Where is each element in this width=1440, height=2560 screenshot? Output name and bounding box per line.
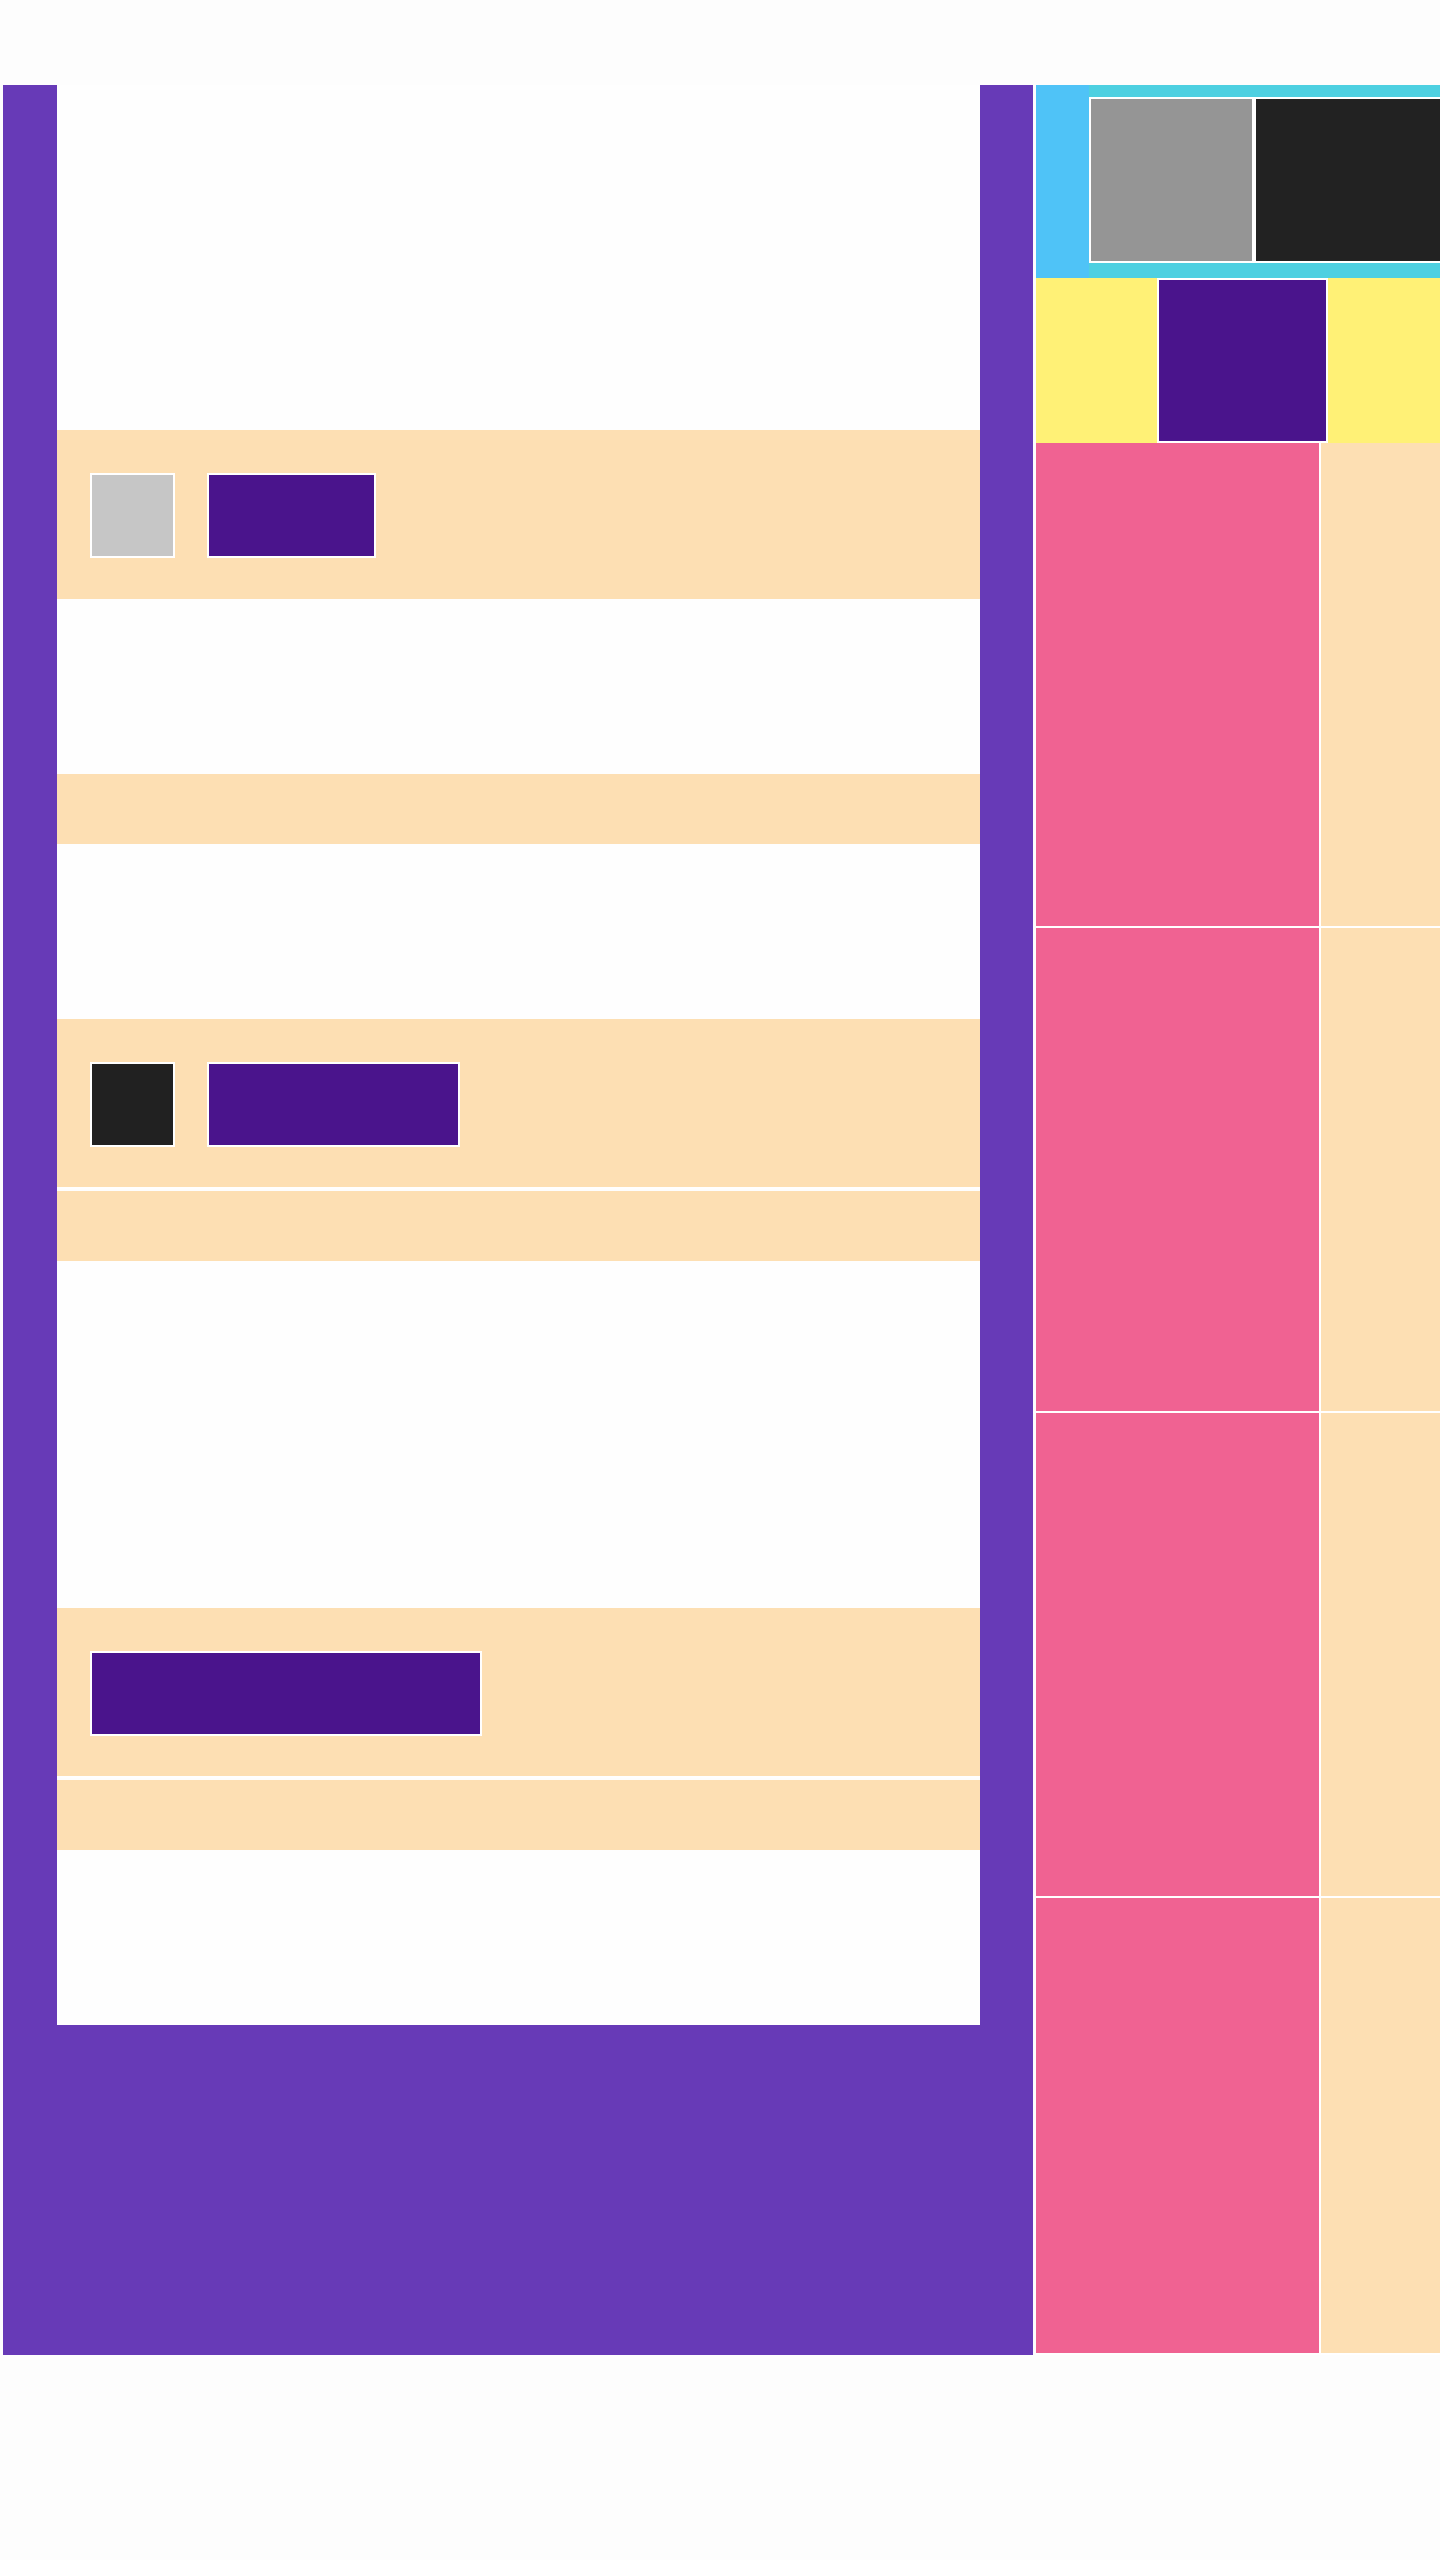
media-tile-image[interactable] [1089,97,1254,263]
section-header-3[interactable] [57,1608,980,1778]
side-menu-button[interactable] [1036,85,1089,278]
media-strip [1089,85,1440,278]
side-card-strip [1321,1413,1440,1898]
action-strip [1036,278,1440,443]
section-header-2[interactable] [57,1019,980,1189]
card-list [1036,443,1440,2355]
side-card-strip [1321,1898,1440,2355]
media-tile-image[interactable] [1254,97,1440,263]
section-header-1[interactable] [57,430,980,599]
side-card-strip [1321,443,1440,928]
side-panel [1033,85,1440,2355]
thumbnail-image[interactable] [90,1062,175,1147]
action-button[interactable] [1157,278,1328,443]
card-item[interactable] [1036,1413,1321,1898]
section-divider-bar-1 [57,774,980,844]
card-item[interactable] [1036,1898,1321,2355]
section-title-label[interactable] [90,1651,482,1736]
section-title-label[interactable] [207,1062,460,1147]
section-title-label[interactable] [207,473,376,558]
section-divider-bar-2 [57,1191,980,1261]
thumbnail-image[interactable] [90,473,175,558]
side-card-strip [1321,928,1440,1413]
section-divider-bar-3 [57,1780,980,1850]
card-item[interactable] [1036,928,1321,1413]
card-item[interactable] [1036,443,1321,928]
